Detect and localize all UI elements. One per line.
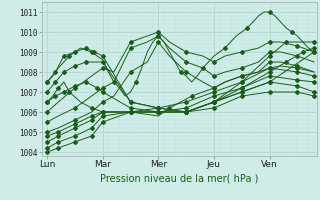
X-axis label: Pression niveau de la mer( hPa ): Pression niveau de la mer( hPa ) xyxy=(100,173,258,183)
